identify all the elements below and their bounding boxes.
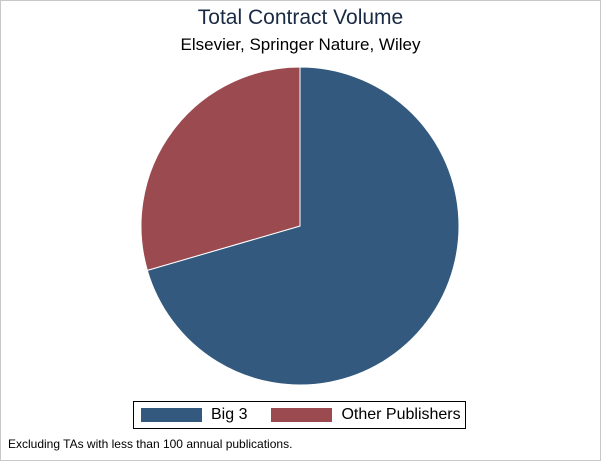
chart-subtitle: Elsevier, Springer Nature, Wiley — [180, 35, 421, 54]
chart-note: Excluding TAs with less than 100 annual … — [8, 437, 293, 451]
legend-item-other-publishers: Other Publishers — [271, 406, 461, 424]
legend-swatch-big-3 — [141, 408, 202, 422]
legend-label-other-publishers: Other Publishers — [341, 406, 461, 423]
legend-label-big-3: Big 3 — [211, 406, 248, 423]
pie-slice-big-3 — [146, 66, 460, 386]
chart-legend: Big 3 Other Publishers — [133, 401, 466, 429]
chart-title: Total Contract Volume — [197, 6, 404, 29]
pie-slice-other-publishers — [140, 66, 301, 271]
legend-swatch-other-publishers — [271, 408, 333, 422]
pie-slices — [140, 66, 460, 386]
legend-item-big-3: Big 3 — [141, 406, 247, 424]
